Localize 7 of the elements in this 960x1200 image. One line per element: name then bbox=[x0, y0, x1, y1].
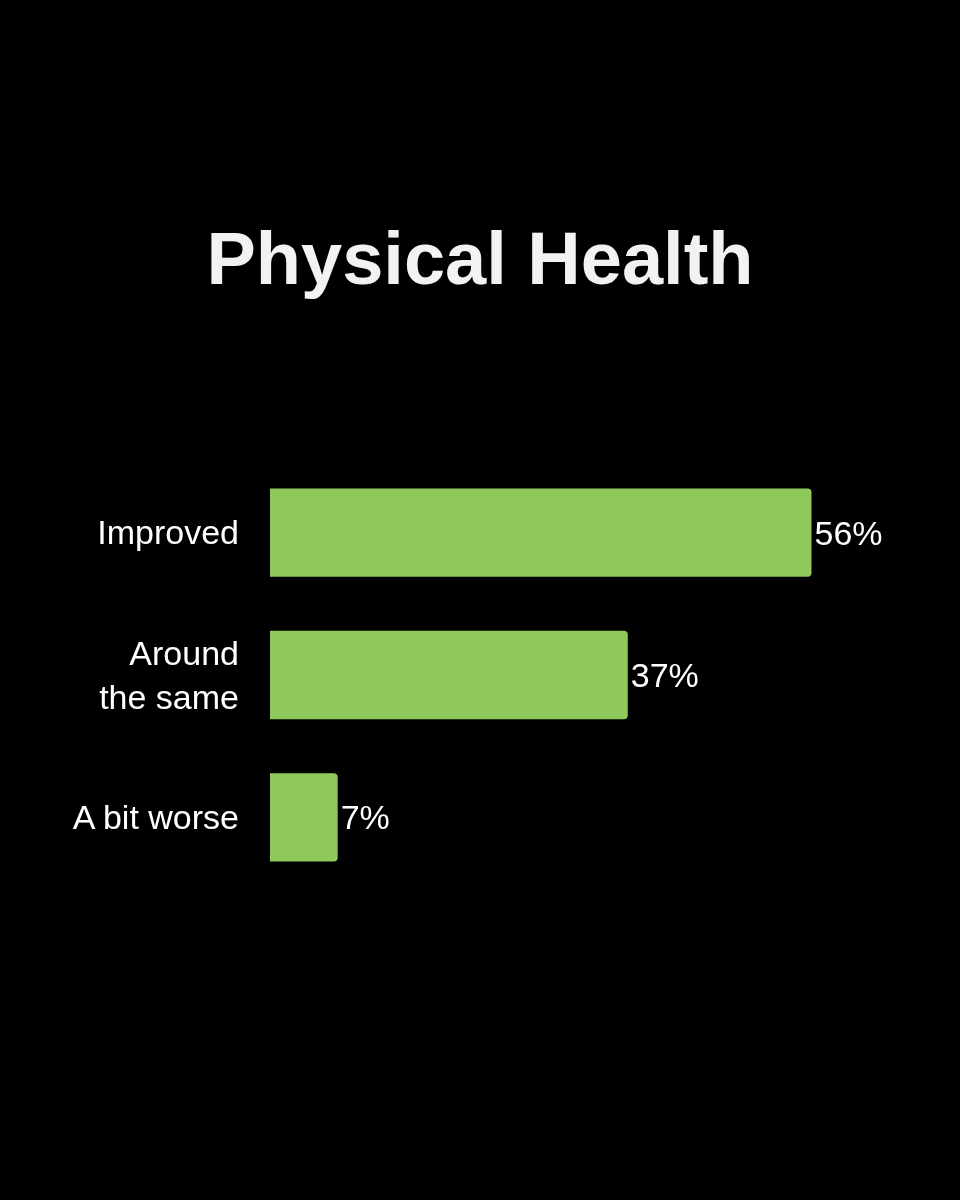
y-tick-label: Improved bbox=[97, 513, 239, 552]
data-label: 7% bbox=[340, 798, 390, 837]
data-label: 56% bbox=[814, 513, 883, 552]
y-tick-label: Around the same bbox=[99, 633, 239, 716]
data-label: 37% bbox=[630, 656, 699, 694]
y-tick-label: A bit worse bbox=[72, 798, 239, 837]
chart-title: Physical Health bbox=[206, 216, 754, 300]
